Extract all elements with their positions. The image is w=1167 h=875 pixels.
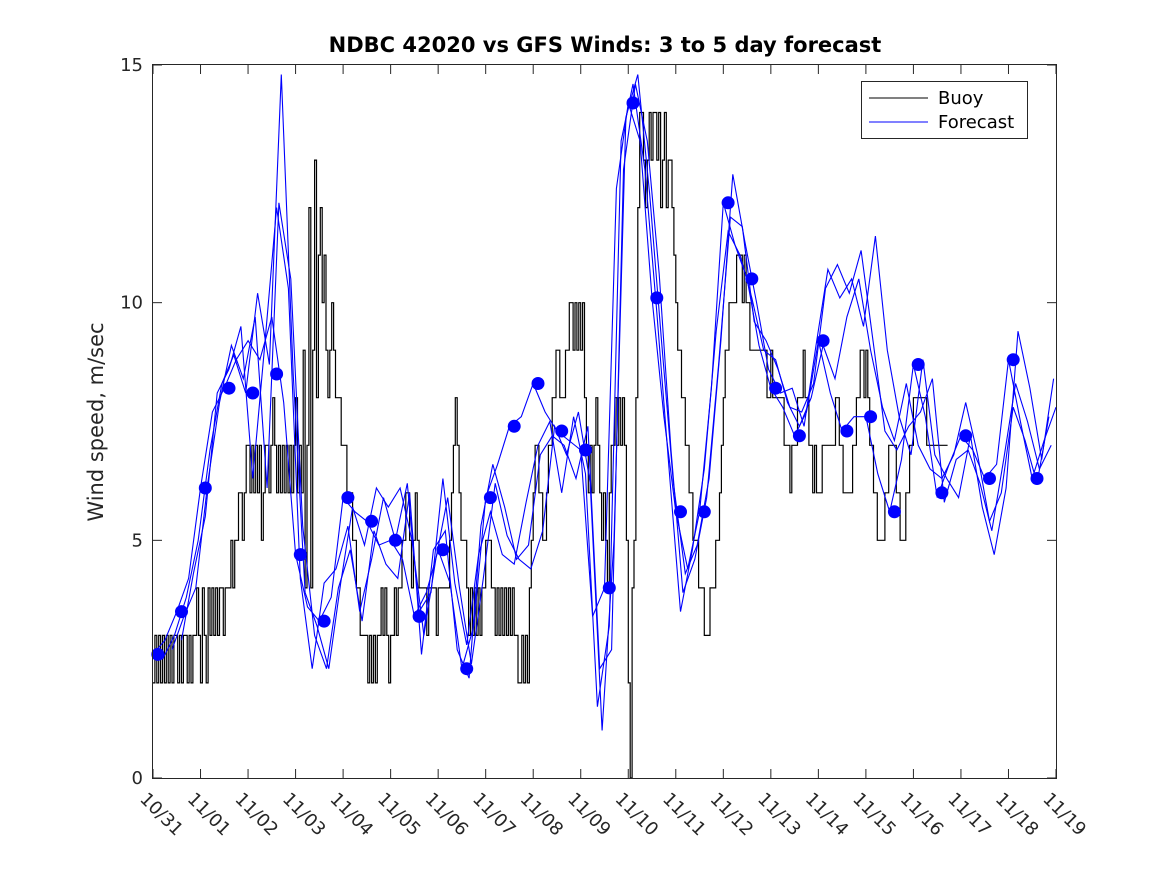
forecast-marker: [935, 486, 949, 500]
forecast-marker: [341, 491, 355, 505]
forecast-marker: [388, 533, 402, 547]
forecast-marker: [650, 291, 664, 305]
chart-title: NDBC 42020 vs GFS Winds: 3 to 5 day fore…: [329, 33, 882, 57]
forecast-marker: [697, 505, 711, 519]
forecast-marker: [792, 429, 806, 443]
x-tick-label: 11/13: [753, 789, 805, 841]
x-tick-label: 11/18: [991, 789, 1043, 841]
forecast-marker: [246, 386, 260, 400]
forecast-marker: [1030, 472, 1044, 485]
x-tick-label: 11/19: [1038, 789, 1090, 841]
forecast-marker: [959, 429, 973, 443]
forecast-marker: [579, 443, 592, 457]
forecast-marker: [864, 410, 878, 424]
plot-series: [151, 74, 1057, 779]
forecast-marker: [602, 581, 616, 595]
forecast-marker: [365, 514, 379, 528]
y-axis-label: Wind speed, m/sec: [84, 322, 108, 521]
forecast-marker: [911, 358, 925, 371]
legend: Buoy Forecast: [861, 81, 1028, 139]
forecast-marker: [317, 614, 331, 628]
forecast-marker: [840, 424, 854, 438]
forecast-marker: [769, 381, 783, 395]
forecast-marker: [983, 472, 996, 485]
legend-box: [861, 81, 1028, 139]
forecast-marker: [198, 481, 212, 495]
x-tick-label: 11/10: [611, 789, 663, 841]
x-tick-label: 10/31: [135, 789, 187, 841]
forecast-marker: [745, 272, 759, 286]
forecast-marker: [412, 609, 426, 623]
buoy-series-line: [153, 111, 948, 779]
forecast-marker: [151, 647, 165, 661]
x-tick-label: 11/04: [326, 789, 378, 841]
x-tick-label: 11/09: [563, 789, 615, 841]
x-tick-label: 11/12: [706, 789, 758, 841]
legend-forecast-label: Forecast: [938, 112, 1014, 133]
x-tick-label: 11/11: [658, 789, 710, 841]
forecast-marker: [1006, 353, 1020, 367]
forecast-marker: [293, 548, 307, 562]
forecast-marker: [555, 424, 569, 438]
forecast-marker: [175, 605, 188, 619]
x-tick-label: 11/01: [183, 789, 235, 841]
x-tick-label: 11/15: [848, 789, 900, 841]
y-axis: 0 5 10 15: [120, 55, 1056, 789]
y-tick-label: 10: [120, 293, 143, 314]
forecast-marker: [674, 505, 687, 519]
y-tick-label: 0: [132, 768, 143, 789]
plot-area-frame: [152, 64, 1057, 779]
legend-buoy-label: Buoy: [938, 88, 984, 109]
x-tick-label: 11/06: [421, 789, 473, 841]
x-tick-label: 11/16: [896, 789, 948, 841]
forecast-marker: [436, 543, 450, 557]
forecast-marker: [483, 491, 497, 505]
forecast-marker: [887, 505, 901, 519]
x-tick-label: 11/03: [278, 789, 330, 841]
x-tick-label: 11/05: [373, 789, 425, 841]
x-tick-label: 11/07: [468, 789, 520, 841]
x-tick-label: 11/02: [231, 789, 283, 841]
y-tick-label: 5: [132, 530, 143, 551]
forecast-marker: [507, 419, 521, 433]
forecast-run-line-3: [171, 83, 1052, 679]
forecast-marker: [460, 662, 474, 676]
forecast-marker: [270, 367, 284, 381]
y-tick-label: 15: [120, 55, 143, 76]
forecast-marker: [531, 377, 545, 390]
forecast-marker: [721, 196, 735, 210]
forecast-run-line-4: [180, 83, 1050, 707]
x-tick-label: 11/14: [801, 789, 853, 841]
x-tick-label: 11/17: [943, 789, 995, 841]
x-tick-label: 11/08: [516, 789, 568, 841]
forecast-marker: [222, 381, 236, 395]
forecast-marker: [816, 334, 830, 348]
forecast-marker: [626, 96, 640, 110]
